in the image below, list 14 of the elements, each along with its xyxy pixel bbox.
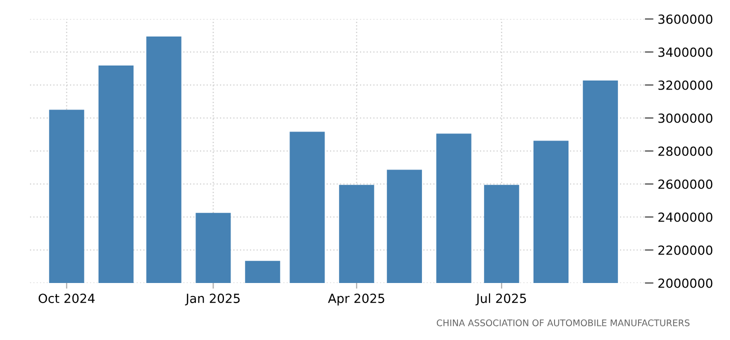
y-tick-label: 3600000 bbox=[658, 14, 712, 24]
y-tick-label: 3400000 bbox=[658, 47, 712, 57]
text: CHINA ASSOCIATION OF AUTOMOBILE MANUFACTURERS bbox=[436, 319, 690, 326]
y-tick-label: 2600000 bbox=[658, 179, 712, 189]
y-tick-label: 2400000 bbox=[658, 212, 712, 222]
y-tick-label: 2200000 bbox=[658, 245, 712, 255]
y-tick-label: 3200000 bbox=[658, 80, 712, 90]
x-tick-label: Oct 2024 bbox=[38, 294, 95, 304]
y-tick-label: 3000000 bbox=[658, 113, 712, 123]
x-tick-label: Apr 2025 bbox=[328, 294, 384, 306]
y-tick-label: 2800000 bbox=[658, 146, 712, 156]
x-tick-label: Jan 2025 bbox=[185, 294, 240, 306]
y-tick-label: 2000000 bbox=[658, 278, 712, 288]
x-tick-label: Jul 2025 bbox=[476, 293, 526, 306]
